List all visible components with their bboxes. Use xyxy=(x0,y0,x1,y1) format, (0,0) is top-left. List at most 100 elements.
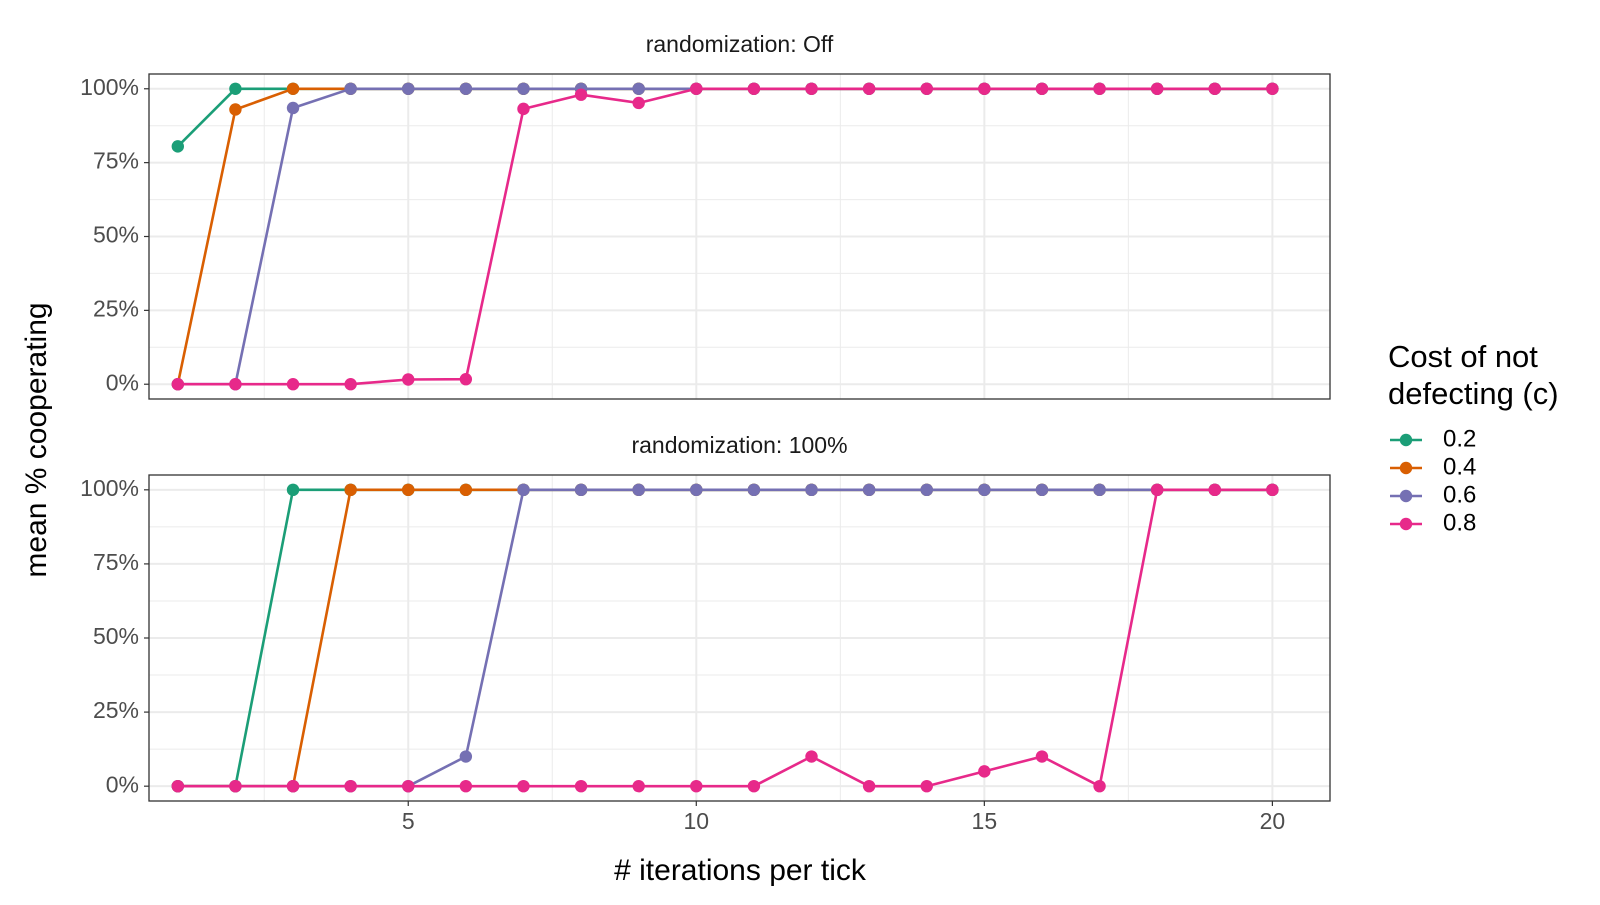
data-point-0.6 xyxy=(920,483,933,497)
data-point-0.8 xyxy=(574,88,588,101)
legend: Cost of not defecting (c) 0.20.40.60.8 xyxy=(1388,339,1559,536)
panel-1: randomization: Off 0% 25% 50% 75% 100% xyxy=(80,31,1331,400)
y-axis-title: mean % cooperating xyxy=(20,302,53,577)
legend-item-0.6: 0.6 xyxy=(1390,481,1476,508)
x-tick-label: 20 xyxy=(1260,808,1286,834)
data-point-0.8 xyxy=(805,750,818,763)
data-point-0.6 xyxy=(459,750,473,763)
data-point-0.8 xyxy=(286,378,300,391)
y-tick-label: 75% xyxy=(93,148,139,174)
data-point-0.6 xyxy=(632,82,645,95)
data-point-0.8 xyxy=(747,82,761,95)
data-point-0.8 xyxy=(344,378,357,391)
legend-item-0.4: 0.4 xyxy=(1390,453,1476,480)
data-point-0.4 xyxy=(229,103,242,116)
y-tick-label: 25% xyxy=(93,697,139,723)
legend-item-0.8: 0.8 xyxy=(1390,509,1476,536)
data-point-0.8 xyxy=(632,779,645,793)
data-point-0.8 xyxy=(1150,82,1164,95)
data-point-0.4 xyxy=(402,483,415,497)
data-point-0.8 xyxy=(286,779,300,793)
legend-title-line-1: Cost of not xyxy=(1388,339,1538,374)
data-point-0.6 xyxy=(517,82,530,95)
data-point-0.8 xyxy=(344,779,357,793)
data-point-0.8 xyxy=(171,779,185,793)
series-line-0.8 xyxy=(177,87,1273,386)
data-point-0.8 xyxy=(517,102,530,116)
data-point-0.8 xyxy=(978,82,991,95)
data-point-0.8 xyxy=(402,373,415,386)
data-point-0.4 xyxy=(286,82,300,95)
legend-key-point xyxy=(1399,433,1413,447)
data-point-0.6 xyxy=(978,483,991,497)
legend-label: 0.4 xyxy=(1443,453,1476,480)
data-point-0.8 xyxy=(1093,779,1106,793)
legend-label: 0.6 xyxy=(1443,481,1476,508)
legend-label: 0.8 xyxy=(1443,509,1476,536)
y-tick-label: 0% xyxy=(106,369,139,395)
y-tick-label: 0% xyxy=(106,771,139,797)
y-tick-label: 100% xyxy=(80,74,139,100)
data-point-0.8 xyxy=(862,82,876,95)
y-tick-label: 100% xyxy=(80,475,139,501)
data-point-0.8 xyxy=(517,779,530,793)
data-point-0.6 xyxy=(862,483,876,497)
legend-key-point xyxy=(1399,489,1413,503)
data-point-0.8 xyxy=(1208,483,1221,497)
legend-key-point xyxy=(1399,517,1413,531)
y-tick-label: 75% xyxy=(93,549,139,575)
data-point-0.6 xyxy=(459,82,473,95)
x-axis-title: # iterations per tick xyxy=(614,854,867,887)
legend-title-line-2: defecting (c) xyxy=(1388,376,1559,411)
data-point-0.8 xyxy=(1208,82,1221,95)
data-point-0.8 xyxy=(920,779,933,793)
data-point-0.8 xyxy=(747,779,761,793)
data-point-0.6 xyxy=(805,483,818,497)
data-point-0.8 xyxy=(1266,483,1279,497)
data-point-0.8 xyxy=(690,82,703,95)
data-point-0.2 xyxy=(171,140,185,153)
data-point-0.8 xyxy=(1035,750,1049,763)
data-point-0.8 xyxy=(690,779,703,793)
panel-border xyxy=(148,474,1331,802)
data-point-0.8 xyxy=(862,779,876,793)
panel-strip-label: randomization: Off xyxy=(646,31,834,57)
data-point-0.8 xyxy=(459,373,473,386)
data-point-0.6 xyxy=(402,82,415,95)
data-point-0.8 xyxy=(1093,82,1106,95)
data-point-0.6 xyxy=(517,483,530,497)
x-tick-label: 10 xyxy=(683,808,709,834)
data-point-0.6 xyxy=(574,483,588,497)
data-point-0.6 xyxy=(286,101,300,115)
legend-key-point xyxy=(1399,461,1413,475)
data-point-0.8 xyxy=(1035,82,1049,95)
data-point-0.2 xyxy=(286,483,300,497)
panel-border xyxy=(148,73,1331,400)
data-point-0.8 xyxy=(1266,82,1279,95)
data-point-0.8 xyxy=(459,779,473,793)
data-point-0.8 xyxy=(171,378,185,391)
panel-strip-label: randomization: 100% xyxy=(631,432,847,458)
panel-2: randomization: 100% 0% 25% 50% 75% 100% 5 10 15 2… xyxy=(80,432,1331,834)
data-point-0.6 xyxy=(747,483,761,497)
data-point-0.8 xyxy=(402,779,415,793)
data-point-0.8 xyxy=(229,378,242,391)
legend-label: 0.2 xyxy=(1443,425,1476,452)
data-point-0.8 xyxy=(229,779,242,793)
data-point-0.6 xyxy=(344,82,357,95)
y-tick-label: 25% xyxy=(93,295,139,321)
legend-item-0.2: 0.2 xyxy=(1390,425,1476,452)
data-point-0.4 xyxy=(459,483,473,497)
x-tick-label: 5 xyxy=(402,808,415,834)
data-point-0.8 xyxy=(574,779,588,793)
data-point-0.6 xyxy=(1093,483,1106,497)
data-point-0.8 xyxy=(978,765,991,778)
data-point-0.8 xyxy=(1150,483,1164,497)
data-point-0.8 xyxy=(632,96,645,110)
data-point-0.6 xyxy=(690,483,703,497)
y-tick-label: 50% xyxy=(93,623,139,649)
panels-layer: randomization: Off0%25%50%75%100%randomi… xyxy=(80,31,1331,834)
data-point-0.8 xyxy=(805,82,818,95)
